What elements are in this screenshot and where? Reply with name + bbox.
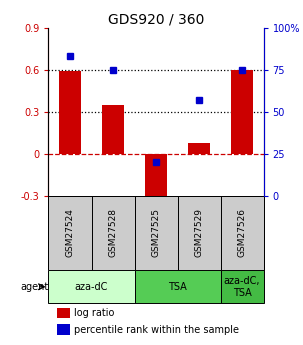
Bar — [221, 270, 264, 303]
Bar — [92, 196, 135, 270]
Text: TSA: TSA — [168, 282, 187, 292]
Bar — [188, 143, 210, 154]
Bar — [48, 270, 135, 303]
Text: GSM27529: GSM27529 — [195, 208, 204, 257]
Bar — [145, 154, 167, 203]
Text: aza-dC,
TSA: aza-dC, TSA — [224, 276, 260, 298]
Bar — [135, 196, 178, 270]
Bar — [221, 196, 264, 270]
Text: GSM27526: GSM27526 — [238, 208, 247, 257]
Text: percentile rank within the sample: percentile rank within the sample — [74, 325, 239, 335]
Bar — [48, 196, 92, 270]
Text: GSM27525: GSM27525 — [152, 208, 161, 257]
Text: GSM27528: GSM27528 — [108, 208, 118, 257]
Bar — [231, 70, 253, 154]
Title: GDS920 / 360: GDS920 / 360 — [108, 12, 204, 27]
Text: aza-dC: aza-dC — [75, 282, 108, 292]
Text: GSM27524: GSM27524 — [65, 208, 75, 257]
Text: log ratio: log ratio — [74, 308, 115, 318]
Text: agent: agent — [20, 282, 48, 292]
Bar — [135, 270, 221, 303]
Bar — [178, 196, 221, 270]
Bar — [57, 308, 70, 318]
Bar — [59, 71, 81, 154]
Bar — [102, 105, 124, 154]
Bar — [57, 324, 70, 335]
